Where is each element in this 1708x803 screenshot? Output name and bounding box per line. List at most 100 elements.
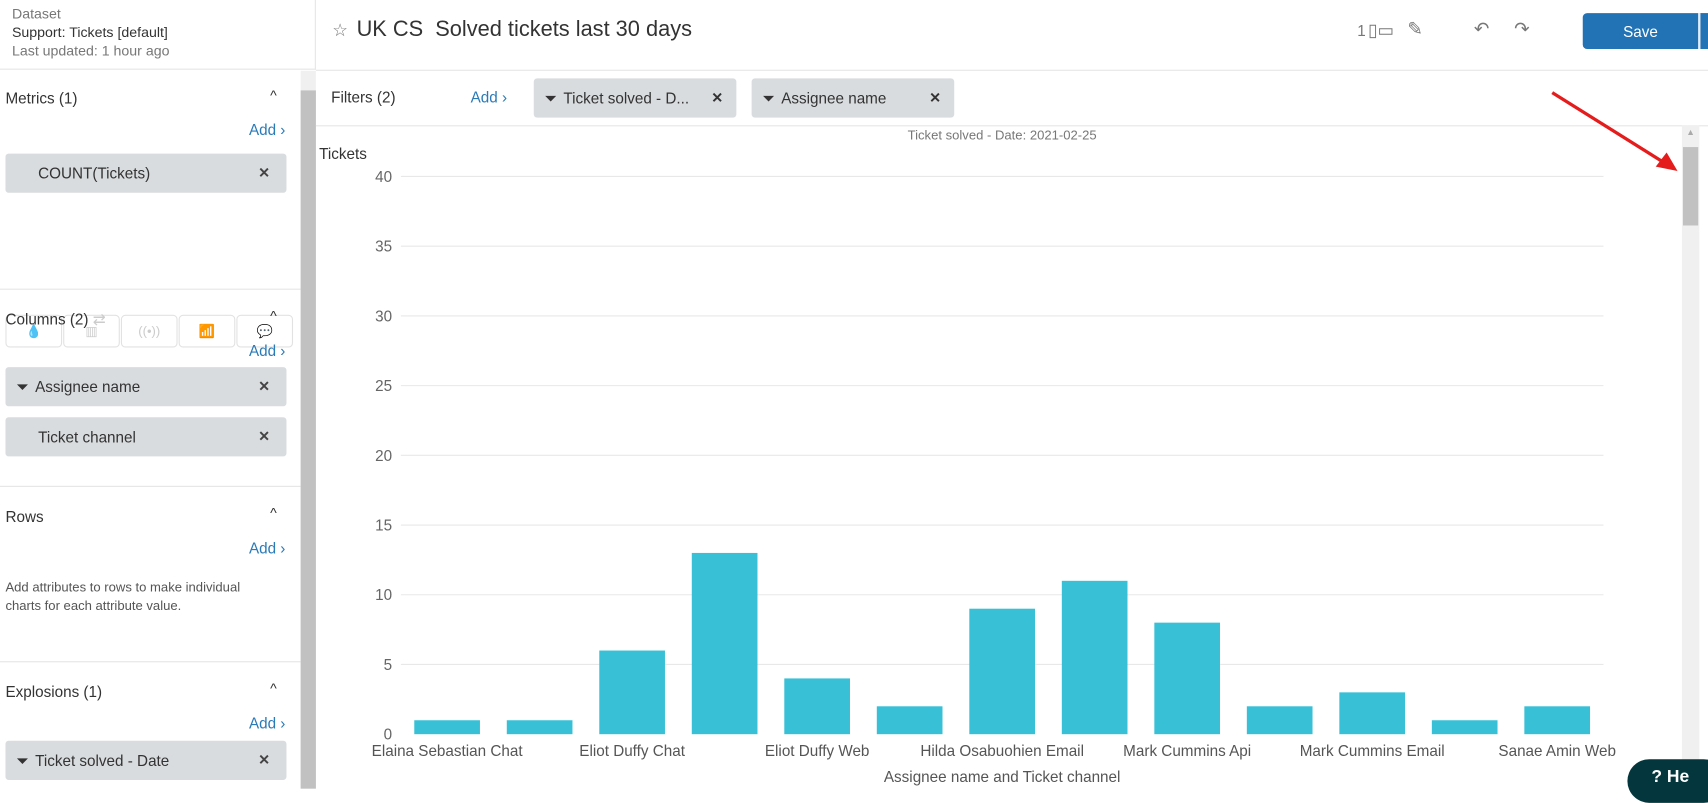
remove-icon[interactable]: ✕ xyxy=(929,89,942,106)
y-tick-label: 30 xyxy=(375,308,392,325)
dataset-name[interactable]: Support: Tickets [default] xyxy=(11,23,168,41)
filter-icon: ⏷ xyxy=(16,751,29,769)
bar-chart: Ticket solved - Date: 2021-02-25 Tickets… xyxy=(319,127,1616,786)
x-tick-label: Eliot Duffy Web xyxy=(765,743,870,760)
collapse-rows-icon[interactable]: ^ xyxy=(270,504,277,521)
visualization-tools: 💧 ▥ ((•)) 📶 💬 xyxy=(5,314,294,348)
add-explosion-button[interactable]: Add › xyxy=(248,714,286,733)
bar[interactable] xyxy=(599,650,665,735)
dataset-label: Dataset xyxy=(11,5,61,22)
filters-title: Filters (2) xyxy=(331,88,396,106)
column-label: Ticket channel xyxy=(38,428,136,446)
red-arrow-annotation xyxy=(1551,91,1678,172)
remove-icon[interactable]: ✕ xyxy=(258,428,271,445)
column-label: Assignee name xyxy=(35,377,141,396)
add-filter-button[interactable]: Add › xyxy=(470,88,508,106)
y-tick-label: 25 xyxy=(375,378,392,395)
bar[interactable] xyxy=(969,608,1035,735)
dataset-info: Dataset Support: Tickets [default] Last … xyxy=(0,0,316,70)
report-title[interactable]: UK CS Solved tickets last 30 days xyxy=(356,17,692,42)
column-pill[interactable]: ⏷ Assignee name ✕ xyxy=(5,367,287,407)
add-column-button[interactable]: Add › xyxy=(248,342,286,360)
layout-grid-icon: ▯▭ xyxy=(1367,21,1394,41)
y-tick-label: 40 xyxy=(375,169,392,186)
remove-icon[interactable]: ✕ xyxy=(258,377,271,395)
add-metric-button[interactable]: Add › xyxy=(248,120,286,139)
bar[interactable] xyxy=(1061,580,1128,735)
help-button[interactable]: ? He xyxy=(1627,759,1708,803)
columns-title: Columns (2) ⇄ xyxy=(5,310,105,329)
remove-icon[interactable]: ✕ xyxy=(258,751,271,768)
sidebar: Metrics (1) ^ Add › COUNT(Tickets) ✕ 💧 ▥((… xyxy=(0,71,301,789)
bar[interactable] xyxy=(784,678,850,735)
metric-pill[interactable]: COUNT(Tickets) ✕ xyxy=(5,153,287,193)
x-tick-label: Elaina Sebastian Chat xyxy=(372,743,524,760)
y-tick-label: 20 xyxy=(375,448,392,465)
save-dropdown-button[interactable] xyxy=(1699,13,1708,50)
filters-bar: Filters (2) Add › ⏷ Ticket solved - D... ✕… xyxy=(315,71,1708,127)
x-tick-label: Eliot Duffy Chat xyxy=(579,743,685,760)
divider xyxy=(0,288,301,290)
redo-icon[interactable]: ↷ xyxy=(1514,18,1530,40)
filter-label: Ticket solved - D... xyxy=(563,89,690,107)
help-label: He xyxy=(1666,767,1690,787)
explosions-title: Explosions (1) xyxy=(5,682,103,701)
broadcast-icon[interactable]: ((•)) xyxy=(120,314,178,348)
metrics-title: Metrics (1) xyxy=(5,89,78,107)
y-axis-label: Tickets xyxy=(319,146,367,163)
bar[interactable] xyxy=(506,720,573,735)
y-tick-label: 0 xyxy=(384,727,392,744)
bar[interactable] xyxy=(691,552,758,735)
comment-icon[interactable]: 💬 xyxy=(236,314,294,348)
bar[interactable] xyxy=(1431,720,1498,735)
remove-icon[interactable]: ✕ xyxy=(711,89,724,106)
star-icon[interactable]: ☆ xyxy=(332,21,348,40)
metric-label: COUNT(Tickets) xyxy=(38,164,151,182)
y-tick-label: 15 xyxy=(375,517,392,534)
bar[interactable] xyxy=(1339,692,1406,735)
column-pill[interactable]: Ticket channel ✕ xyxy=(5,417,287,457)
y-tick-label: 10 xyxy=(375,587,392,604)
bar[interactable] xyxy=(1524,706,1591,735)
rows-title: Rows xyxy=(5,507,44,526)
format-icon[interactable]: ▥ xyxy=(63,314,120,348)
swap-icon[interactable]: ⇄ xyxy=(92,310,106,328)
collapse-explosions-icon[interactable]: ^ xyxy=(270,679,277,697)
undo-icon[interactable]: ↶ xyxy=(1473,18,1490,40)
x-tick-label: Hilda Osabuohien Email xyxy=(920,743,1084,760)
chart-title: Ticket solved - Date: 2021-02-25 xyxy=(908,127,1097,142)
bar[interactable] xyxy=(1246,706,1313,735)
bar[interactable] xyxy=(1154,622,1221,735)
layout-button[interactable]: 1 ▯▭ xyxy=(1357,20,1394,42)
rows-help-text: Add attributes to rows to make individua… xyxy=(5,579,241,614)
scroll-up-icon[interactable]: ▲ xyxy=(1686,127,1695,138)
dataset-updated: Last updated: 1 hour ago xyxy=(11,42,170,59)
drop-icon[interactable]: 💧 xyxy=(5,314,63,348)
help-icon: ? xyxy=(1651,767,1663,787)
filter-icon: ⏷ xyxy=(544,88,557,107)
x-tick-label: Mark Cummins Api xyxy=(1123,743,1251,760)
collapse-columns-icon[interactable]: ^ xyxy=(270,307,277,324)
y-tick-label: 35 xyxy=(375,239,392,256)
layout-count: 1 xyxy=(1357,21,1366,40)
remove-icon[interactable]: ✕ xyxy=(258,164,271,181)
edit-icon[interactable]: ✎ xyxy=(1407,18,1423,40)
bar[interactable] xyxy=(414,720,480,735)
x-tick-label: Mark Cummins Email xyxy=(1300,743,1445,760)
collapse-metrics-icon[interactable]: ^ xyxy=(270,87,277,104)
trend-chart-icon[interactable]: 📶 xyxy=(178,314,236,348)
save-button[interactable]: Save xyxy=(1582,13,1699,50)
scrollbar-thumb[interactable] xyxy=(1682,147,1699,226)
filter-icon: ⏷ xyxy=(16,377,29,395)
add-row-button[interactable]: Add › xyxy=(248,539,286,557)
filter-pill[interactable]: ⏷ Assignee name ✕ xyxy=(751,78,955,118)
explosion-pill[interactable]: ⏷ Ticket solved - Date ✕ xyxy=(5,740,287,780)
report-title-area: ☆ UK CS Solved tickets last 30 days xyxy=(332,17,692,42)
bar[interactable] xyxy=(876,706,943,735)
columns-title-text: Columns (2) xyxy=(5,310,89,328)
explosion-label: Ticket solved - Date xyxy=(35,751,170,770)
filter-pill[interactable]: ⏷ Ticket solved - D... ✕ xyxy=(533,78,737,118)
sidebar-scrollbar[interactable] xyxy=(300,70,316,789)
chart-scrollbar[interactable]: ▲ xyxy=(1681,125,1700,789)
filter-icon: ⏷ xyxy=(762,88,775,107)
